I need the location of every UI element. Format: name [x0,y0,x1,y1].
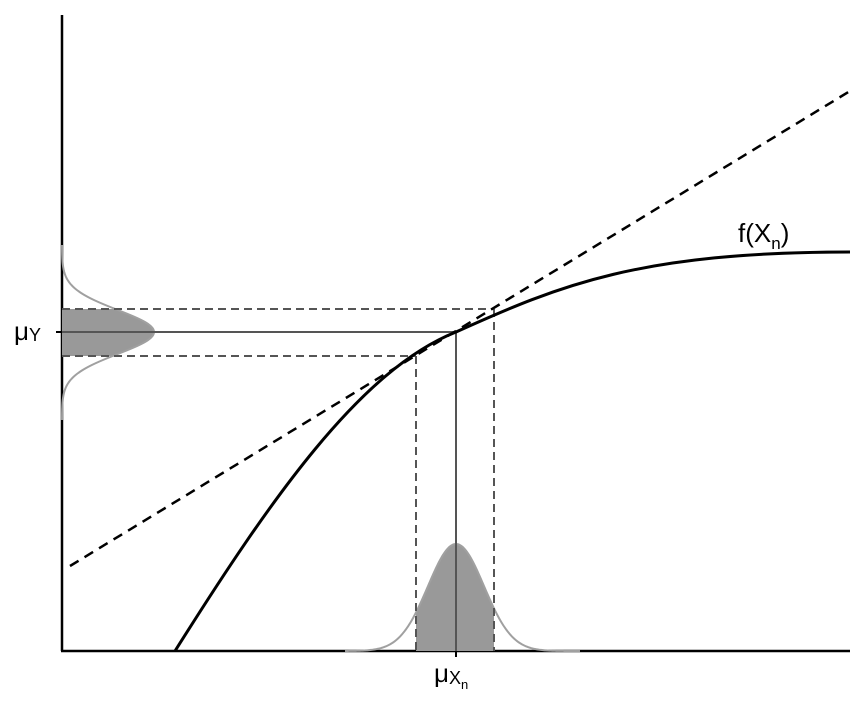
x-density-curve [344,542,580,652]
dashed-guides [62,308,495,651]
function-curve [173,250,851,652]
y-mean-label: μY [14,316,41,346]
function-label: f(Xn) [738,218,789,253]
tangent-line [69,89,851,568]
x-mean-label: μXn [434,658,468,692]
